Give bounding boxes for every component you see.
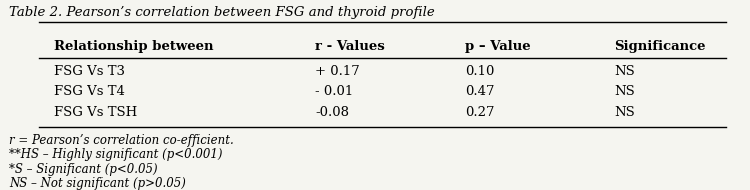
Text: NS: NS xyxy=(614,106,634,119)
Text: 0.10: 0.10 xyxy=(465,65,494,78)
Text: FSG Vs TSH: FSG Vs TSH xyxy=(54,106,137,119)
Text: FSG Vs T3: FSG Vs T3 xyxy=(54,65,124,78)
Text: Table 2. Pearson’s correlation between FSG and thyroid profile: Table 2. Pearson’s correlation between F… xyxy=(9,6,434,19)
Text: - 0.01: - 0.01 xyxy=(315,86,353,98)
Text: -0.08: -0.08 xyxy=(315,106,350,119)
Text: Relationship between: Relationship between xyxy=(54,40,213,53)
Text: 0.47: 0.47 xyxy=(465,86,494,98)
Text: NS – Not significant (p>0.05): NS – Not significant (p>0.05) xyxy=(9,177,186,190)
Text: FSG Vs T4: FSG Vs T4 xyxy=(54,86,124,98)
Text: *S – Significant (p<0.05): *S – Significant (p<0.05) xyxy=(9,162,158,176)
Text: p – Value: p – Value xyxy=(465,40,530,53)
Text: r = Pearson’s correlation co-efficient.: r = Pearson’s correlation co-efficient. xyxy=(9,134,233,147)
Text: 0.27: 0.27 xyxy=(465,106,494,119)
Text: + 0.17: + 0.17 xyxy=(315,65,360,78)
Text: NS: NS xyxy=(614,65,634,78)
Text: Significance: Significance xyxy=(614,40,706,53)
Text: NS: NS xyxy=(614,86,634,98)
Text: r - Values: r - Values xyxy=(315,40,385,53)
Text: **HS – Highly significant (p<0.001): **HS – Highly significant (p<0.001) xyxy=(9,148,222,161)
